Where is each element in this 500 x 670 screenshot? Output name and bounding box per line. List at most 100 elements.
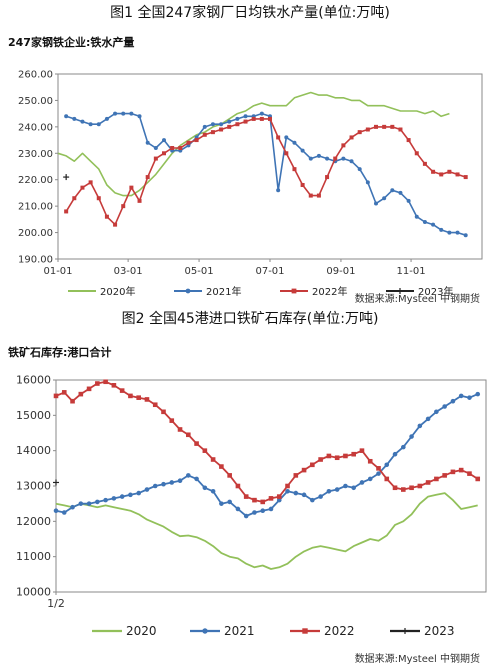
data-point [455,230,460,235]
data-point [219,122,224,127]
data-point [382,196,387,201]
data-point [310,462,315,468]
data-point [137,114,142,119]
data-point [318,457,323,462]
data-point [202,124,207,129]
data-point [458,393,464,399]
data-point [434,409,439,415]
data-point [80,185,85,190]
chart2-svg: 10000 11000 12000 13000 14000 15000 16000 1/2 20… [16,374,487,638]
data-point [210,122,215,127]
data-point [63,174,70,181]
y-tick-label: 15000 [16,409,51,422]
data-point [251,116,256,121]
series-2021 [53,391,481,519]
data-point [439,172,444,177]
data-point [467,395,472,400]
data-point [103,379,108,385]
data-point [334,487,340,492]
data-point [357,167,362,172]
data-point [300,148,305,153]
chart2-panel: 铁矿石库存:港口合计 10000 11000 12000 13000 14000 1500… [6,332,494,670]
legend-item: 2022年 [280,285,347,298]
data-point [341,143,346,148]
data-point [293,490,299,496]
data-point [202,132,207,137]
data-point [357,130,362,135]
data-point [243,119,248,124]
data-point [376,471,381,476]
y-tick-label: 11000 [16,550,51,563]
data-point [390,188,395,193]
data-point [153,156,158,161]
chart1-figure-title: 图1 全国247家钢厂日均铁水产量(单位:万吨) [110,5,390,21]
data-point [401,487,406,492]
series-line [57,91,450,197]
data-point [227,119,232,124]
data-point [202,448,208,453]
data-point [463,175,468,180]
data-point [86,386,92,392]
data-point [439,227,444,232]
chart1-subtitle: 247家钢铁企业:铁水产量 [8,36,135,49]
series-2020年 [57,91,450,197]
data-point [367,476,373,482]
legend-marker [202,628,208,634]
x-tick-label: 03-01 [114,266,143,277]
data-point [252,497,257,503]
data-point [382,124,387,129]
data-point [341,156,346,161]
data-point [111,383,117,388]
data-point [162,151,166,156]
data-point [292,140,297,145]
data-point [268,116,272,121]
data-point [398,127,403,132]
data-point [384,476,390,482]
series-line [55,380,479,503]
data-point [177,478,183,483]
data-point [259,111,264,116]
chart1-svg: 190.00 200.00 210.00 220.00 230.00 240.00 250.… [18,70,483,298]
legend-item: 2022 [290,624,355,638]
data-point [202,485,208,491]
data-point [285,489,290,494]
data-point [333,156,338,161]
data-point [422,161,427,166]
data-point [72,116,77,121]
data-point [431,222,436,227]
data-point [121,204,126,209]
legend-label: 2021 [224,624,255,638]
data-point [235,506,241,512]
legend-marker [291,288,297,294]
data-point [316,193,321,198]
data-point [80,119,85,124]
chart2-subtitle: 铁矿石库存:港口合计 [8,346,112,359]
legend-marker [302,628,308,634]
legend-label: 2020 [126,624,157,638]
data-point [252,510,257,515]
data-point [349,159,354,164]
data-point [119,494,125,499]
legend-item: 2020 [92,624,157,638]
data-point [152,483,158,489]
data-point [374,124,378,129]
data-point [276,188,281,193]
data-point [417,423,423,429]
data-point [153,146,158,150]
data-point [219,127,224,132]
data-point [316,153,321,158]
legend-item: 2023 [390,624,455,638]
data-point [96,196,101,201]
data-point [144,397,150,402]
series-line [55,492,478,570]
legend: 2020 2021 2022 2023 [92,624,455,638]
data-point [104,214,109,219]
x-tick-label: 09-01 [326,266,355,277]
data-point [61,390,67,395]
data-point [398,190,403,195]
data-point [300,183,305,187]
data-point [53,479,59,486]
data-point [310,497,315,503]
data-point [268,506,274,512]
data-point [144,487,150,492]
